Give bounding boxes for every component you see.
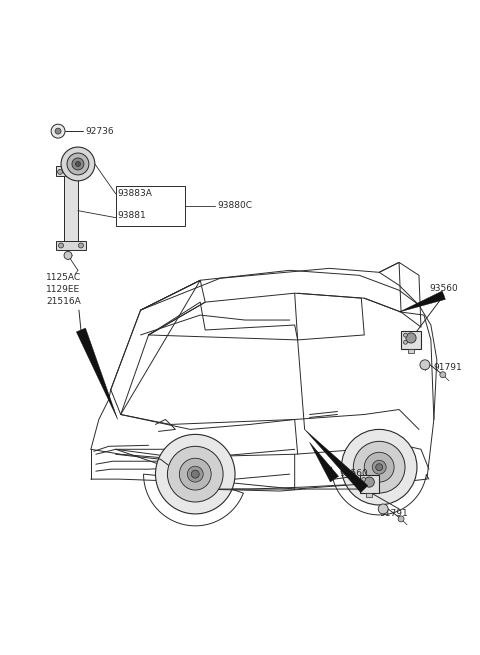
Text: 1125AC: 1125AC [46, 272, 81, 282]
Circle shape [406, 333, 416, 343]
Circle shape [58, 170, 62, 174]
Circle shape [353, 441, 405, 493]
Polygon shape [56, 166, 78, 240]
Circle shape [61, 147, 95, 181]
Circle shape [192, 470, 199, 478]
Circle shape [180, 458, 211, 490]
Bar [56, 240, 86, 250]
Circle shape [398, 516, 404, 522]
Polygon shape [399, 291, 445, 312]
Text: 1129EE: 1129EE [46, 285, 80, 293]
Circle shape [168, 446, 223, 502]
Polygon shape [305, 430, 368, 493]
Text: 93881: 93881 [118, 211, 146, 220]
Bar [116, 186, 185, 225]
Circle shape [404, 333, 408, 337]
Circle shape [372, 460, 386, 474]
Circle shape [75, 162, 81, 166]
Circle shape [420, 360, 430, 370]
Circle shape [364, 452, 394, 482]
Bar [408, 348, 414, 352]
Circle shape [362, 485, 366, 489]
Circle shape [51, 124, 65, 138]
Circle shape [67, 153, 89, 175]
Circle shape [364, 477, 374, 487]
Circle shape [404, 341, 408, 345]
Circle shape [440, 372, 446, 378]
Circle shape [78, 243, 84, 248]
Circle shape [187, 466, 203, 482]
Text: 91791: 91791 [434, 364, 463, 372]
Text: 21516A: 21516A [46, 297, 81, 306]
Circle shape [156, 434, 235, 514]
Bar [360, 476, 379, 493]
Text: 92736: 92736 [85, 126, 114, 136]
Circle shape [55, 128, 61, 134]
Circle shape [376, 464, 383, 471]
Circle shape [64, 252, 72, 259]
Circle shape [362, 477, 366, 481]
Text: 93880C: 93880C [217, 201, 252, 210]
Text: 93883A: 93883A [118, 189, 153, 198]
Polygon shape [310, 442, 338, 482]
Bar [401, 331, 420, 348]
Bar [366, 493, 372, 496]
Text: 93560: 93560 [339, 468, 368, 477]
Circle shape [341, 430, 417, 505]
Text: 91791: 91791 [379, 510, 408, 518]
Polygon shape [76, 328, 118, 419]
Circle shape [378, 504, 388, 514]
Text: 93560: 93560 [429, 284, 457, 293]
Circle shape [59, 243, 63, 248]
Circle shape [72, 158, 84, 170]
